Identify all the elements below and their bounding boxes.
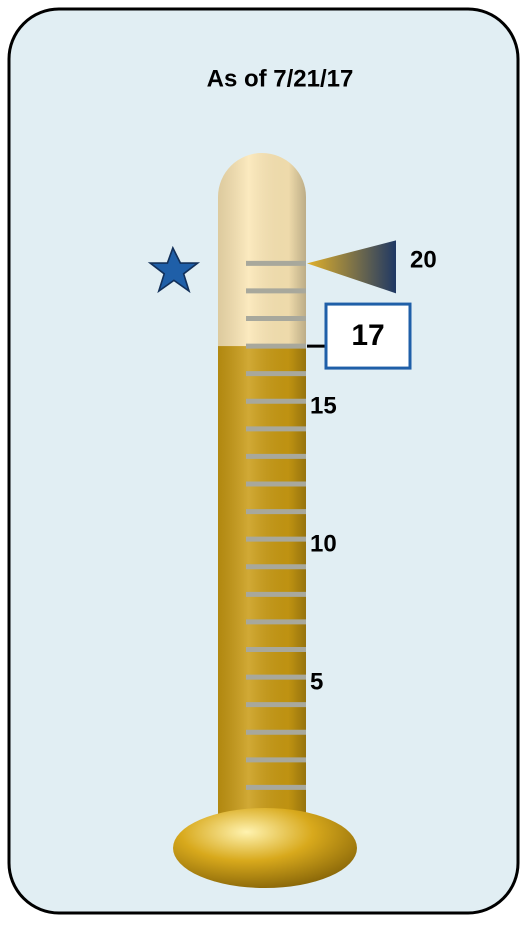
y-tick-label: 10 xyxy=(310,531,337,558)
value-box xyxy=(324,302,412,370)
chart-title: As of 7/21/17 xyxy=(207,65,354,92)
y-tick-label: 5 xyxy=(310,668,323,695)
target-flag xyxy=(307,240,396,294)
target-label: 20 xyxy=(410,247,437,274)
star xyxy=(147,245,201,294)
gauge: 5 10 15 20 17 xyxy=(173,153,437,888)
value-label: 17 xyxy=(351,319,384,352)
y-tick-label: 15 xyxy=(310,393,337,420)
bulb xyxy=(173,808,357,888)
